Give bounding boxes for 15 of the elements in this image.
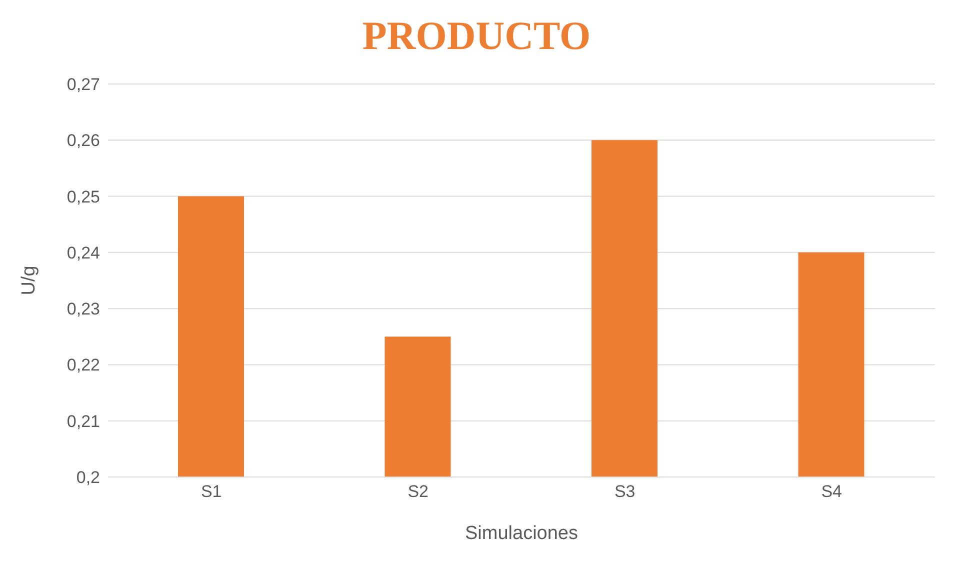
y-tick-label: 0,24 <box>66 243 100 262</box>
y-tick-label: 0,25 <box>66 187 100 206</box>
x-axis-title: Simulaciones <box>465 523 578 544</box>
x-tick-label: S1 <box>200 482 222 502</box>
y-tick-label: 0,21 <box>66 412 100 431</box>
y-tick-label: 0,23 <box>66 300 100 319</box>
x-tick-label: S3 <box>614 482 636 502</box>
y-tick-label: 0,26 <box>66 131 100 150</box>
x-tick-label: S2 <box>408 482 429 502</box>
y-tick-label: 0,2 <box>76 468 100 488</box>
y-tick-label: 0,27 <box>66 75 100 94</box>
x-tick-label: S4 <box>821 482 842 502</box>
y-axis-title: U/g <box>18 266 40 296</box>
y-tick-label: 0,22 <box>66 356 100 375</box>
chart-title: PRODUCTO <box>361 12 592 60</box>
